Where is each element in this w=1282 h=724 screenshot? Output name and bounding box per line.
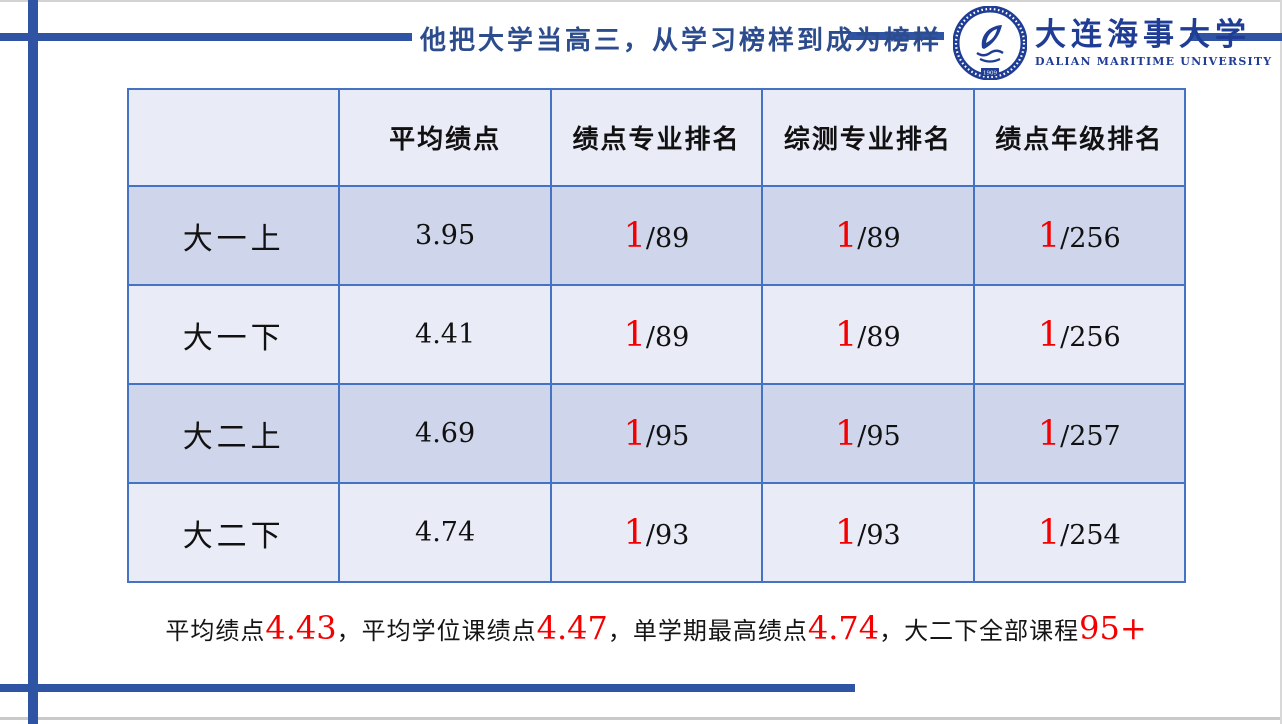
university-name-cn: 大连海事大学 <box>1035 17 1251 54</box>
table-row: 大二上 4.69 1/95 1/95 1/257 <box>126 383 1187 484</box>
gpa-cell: 3.95 <box>338 185 552 286</box>
grade-rank-cell: 1/256 <box>972 185 1187 286</box>
seal-year-label: 1909 <box>983 70 997 76</box>
university-name-en: DALIAN MARITIME UNIVERSITY <box>1035 54 1273 68</box>
grades-table-header-row: 平均绩点 绩点专业排名 综测专业排名 绩点年级排名 <box>126 88 1187 187</box>
university-name-block: 大连海事大学 DALIAN MARITIME UNIVERSITY <box>1035 18 1272 67</box>
summary-text: 平均绩点 <box>165 617 266 645</box>
university-seal-icon: 1909 <box>953 6 1027 80</box>
col-header-period <box>126 88 341 187</box>
rank-total: /89 <box>645 321 690 353</box>
period-cell: 大二上 <box>126 383 341 484</box>
slide-title: 他把大学当高三，从学习榜样到成为榜样 <box>420 26 943 56</box>
summary-text: ，大二下全部课程 <box>879 617 1080 645</box>
rank-number: 1 <box>1037 314 1061 355</box>
rank-total: /257 <box>1060 420 1121 452</box>
overall-major-rank-cell: 1/95 <box>761 383 975 484</box>
table-row: 大一下 4.41 1/89 1/89 1/256 <box>126 284 1187 385</box>
col-header-gpa-major-rank: 绩点专业排名 <box>549 88 764 187</box>
decor-vertical-bar <box>28 0 38 724</box>
grade-rank-cell: 1/254 <box>972 482 1187 583</box>
rank-number: 1 <box>1037 215 1061 256</box>
rank-number: 1 <box>835 215 858 256</box>
col-header-gpa-grade-rank: 绩点年级排名 <box>972 88 1187 187</box>
rank-number: 1 <box>835 512 858 553</box>
decor-bottom-bar <box>0 684 855 692</box>
overall-major-rank-cell: 1/93 <box>761 482 975 583</box>
gpa-major-rank-cell: 1/89 <box>549 185 764 286</box>
rank-number: 1 <box>835 413 858 454</box>
slide-right-edge <box>1280 0 1282 724</box>
summary-highlight-value: 95+ <box>1079 609 1147 647</box>
rank-total: /256 <box>1060 222 1121 254</box>
rank-number: 1 <box>623 314 646 355</box>
rank-total: /95 <box>857 420 901 452</box>
period-cell: 大一上 <box>126 185 341 286</box>
gpa-major-rank-cell: 1/89 <box>549 284 764 385</box>
overall-major-rank-cell: 1/89 <box>761 284 975 385</box>
grade-rank-cell: 1/256 <box>972 284 1187 385</box>
rank-total: /256 <box>1060 321 1121 353</box>
university-logo: 1909 大连海事大学 DALIAN MARITIME UNIVERSITY <box>953 6 1271 80</box>
rank-total: /89 <box>857 321 901 353</box>
gpa-cell: 4.74 <box>338 482 552 583</box>
table-row: 大一上 3.95 1/89 1/89 1/256 <box>126 185 1187 286</box>
grade-rank-cell: 1/257 <box>972 383 1187 484</box>
gpa-cell: 4.69 <box>338 383 552 484</box>
rank-number: 1 <box>623 512 646 553</box>
gpa-major-rank-cell: 1/95 <box>549 383 764 484</box>
rank-total: /95 <box>645 420 690 452</box>
rank-number: 1 <box>623 413 646 454</box>
gpa-major-rank-cell: 1/93 <box>549 482 764 583</box>
col-header-overall-major-rank: 综测专业排名 <box>761 88 975 187</box>
rank-number: 1 <box>623 215 646 256</box>
summary-highlight-value: 4.74 <box>807 609 880 647</box>
rank-number: 1 <box>835 314 858 355</box>
period-cell: 大二下 <box>126 482 341 583</box>
table-row: 大二下 4.74 1/93 1/93 1/254 <box>126 482 1187 583</box>
decor-top-right-bar <box>1190 33 1282 41</box>
summary-text: ，单学期最高绩点 <box>607 617 808 645</box>
rank-total: /93 <box>857 519 901 551</box>
rank-total: /89 <box>857 222 901 254</box>
rank-total: /93 <box>645 519 690 551</box>
gpa-cell: 4.41 <box>338 284 552 385</box>
period-cell: 大一下 <box>126 284 341 385</box>
rank-total: /89 <box>645 222 690 254</box>
decor-title-right-dash <box>848 32 944 40</box>
rank-total: /254 <box>1060 519 1121 551</box>
rank-number: 1 <box>1037 413 1061 454</box>
summary-text: ，平均学位课绩点 <box>336 617 537 645</box>
slide-top-edge <box>0 0 1282 2</box>
slide-bottom-edge <box>0 717 1282 720</box>
summary-line: 平均绩点4.43，平均学位课绩点4.47，单学期最高绩点4.74，大二下全部课程… <box>40 598 1272 658</box>
grades-table: 平均绩点 绩点专业排名 综测专业排名 绩点年级排名 大一上 3.95 1/89 … <box>126 88 1187 583</box>
decor-top-left-bar <box>0 33 412 41</box>
overall-major-rank-cell: 1/89 <box>761 185 975 286</box>
summary-highlight-value: 4.47 <box>536 609 608 647</box>
summary-highlight-value: 4.43 <box>265 609 337 647</box>
rank-number: 1 <box>1037 512 1061 553</box>
col-header-avg-gpa: 平均绩点 <box>338 88 552 187</box>
